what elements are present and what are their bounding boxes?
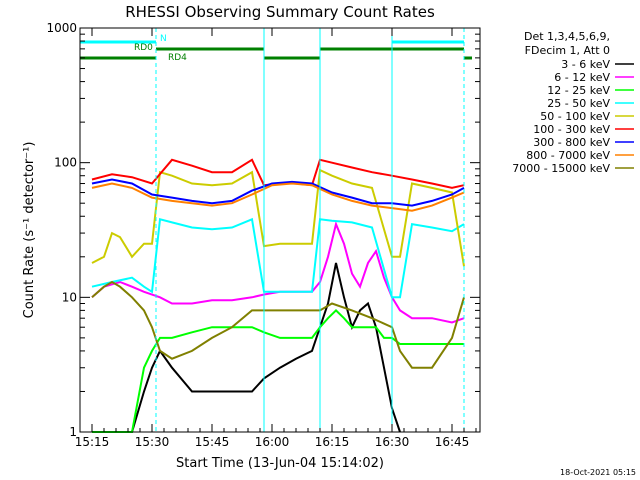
legend-header-1: FDecim 1, Att 0	[525, 44, 610, 57]
legend-label-0: 3 - 6 keV	[561, 58, 610, 71]
x-tick-label-6: 16:45	[435, 435, 470, 449]
y-axis-label: Count Rate (s⁻¹ detector⁻¹)	[22, 142, 37, 319]
x-tick-label-5: 16:30	[375, 435, 410, 449]
legend: Det 1,3,4,5,6,9,FDecim 1, Att 03 - 6 keV…	[512, 30, 634, 175]
transition-lines	[155, 28, 465, 432]
x-tick-label-3: 16:00	[255, 435, 290, 449]
footer-date: 18-Oct-2021 05:15	[560, 468, 636, 477]
legend-label-1: 6 - 12 keV	[554, 71, 610, 84]
state-bars: N RD0 RD4	[80, 34, 472, 63]
x-tick-label-2: 15:45	[195, 435, 230, 449]
series-line-0	[92, 262, 401, 433]
legend-label-5: 100 - 300 keV	[533, 123, 610, 136]
legend-label-7: 800 - 7000 keV	[526, 149, 610, 162]
state-bar-label-2: RD4	[168, 53, 187, 63]
x-tick-label-0: 15:15	[75, 435, 110, 449]
legend-label-3: 25 - 50 keV	[547, 97, 610, 110]
series-line-8	[91, 280, 465, 369]
y-tick-label-2: 100	[54, 156, 77, 170]
y-tick-label-1: 10	[62, 290, 77, 304]
legend-label-2: 12 - 25 keV	[547, 84, 610, 97]
axes: 15:15 15:30 15:45 16:00 16:15 16:30 16:45 1 10 10…	[46, 21, 481, 449]
series-group	[91, 158, 465, 433]
x-axis-label: Start Time (13-Jun-04 15:14:02)	[176, 456, 384, 471]
plot-frame	[79, 27, 481, 433]
legend-header-0: Det 1,3,4,5,6,9,	[524, 30, 610, 43]
series-line-1	[91, 220, 465, 324]
chart-title: RHESSI Observing Summary Count Rates	[125, 3, 435, 21]
x-tick-label-1: 15:30	[135, 435, 170, 449]
legend-label-6: 300 - 800 keV	[533, 136, 610, 149]
legend-label-8: 7000 - 15000 keV	[512, 162, 610, 175]
legend-label-4: 50 - 100 keV	[540, 110, 610, 123]
series-line-7	[91, 182, 465, 212]
series-line-6	[91, 178, 465, 207]
state-bar-label-0: N	[160, 34, 167, 44]
series-line-2	[92, 309, 464, 433]
state-bar-label-1: RD0	[134, 43, 153, 53]
y-tick-label-0: 1	[69, 425, 77, 439]
y-tick-label-3: 1000	[46, 21, 77, 35]
x-tick-label-4: 16:15	[315, 435, 350, 449]
series-line-3	[91, 217, 465, 299]
